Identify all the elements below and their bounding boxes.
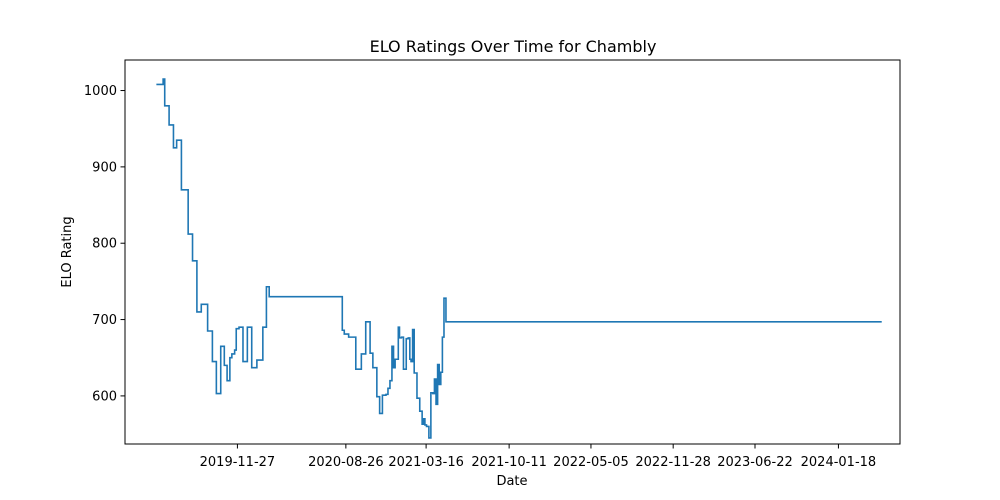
x-tick-label: 2021-03-16 xyxy=(388,455,464,470)
x-tick-label: 2020-08-26 xyxy=(308,455,384,470)
plot-frame xyxy=(124,59,901,445)
y-axis-label: ELO Rating xyxy=(60,216,75,287)
x-tick-label: 2024-01-18 xyxy=(801,455,877,470)
x-tick-label: 2022-05-05 xyxy=(553,455,629,470)
y-axis: 600 700 800 900 1000 xyxy=(84,84,125,404)
series-line-chambly xyxy=(156,78,882,439)
x-tick-label: 2022-11-28 xyxy=(635,455,711,470)
x-tick-label: 2019-11-27 xyxy=(200,455,276,470)
x-tick-label: 2023-06-22 xyxy=(717,455,793,470)
y-tick-label: 900 xyxy=(92,160,117,175)
y-tick-label: 800 xyxy=(92,237,117,252)
y-tick-label: 1000 xyxy=(84,84,117,99)
y-tick-label: 600 xyxy=(92,389,117,404)
y-tick-label: 700 xyxy=(92,313,117,328)
x-tick-label: 2021-10-11 xyxy=(471,455,547,470)
x-axis-label: Date xyxy=(496,474,527,489)
x-axis: 2019-11-27 2020-08-26 2021-03-16 2021-10-11… xyxy=(200,444,877,470)
chart-title: ELO Ratings Over Time for Chambly xyxy=(370,37,657,56)
